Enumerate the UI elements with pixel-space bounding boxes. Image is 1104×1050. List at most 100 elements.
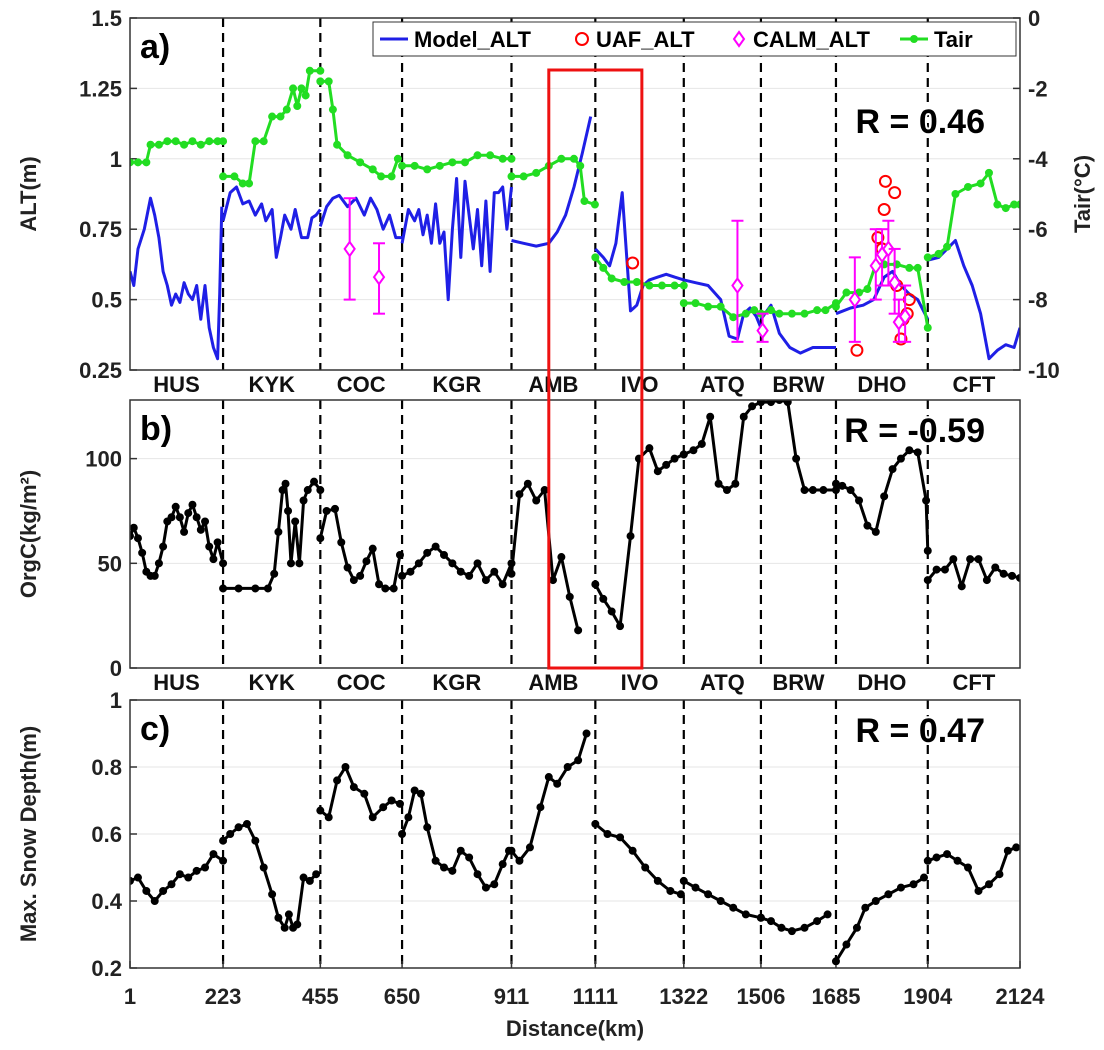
- data-point: [377, 172, 386, 181]
- y-tick-label: 0.4: [91, 889, 122, 914]
- data-point: [368, 165, 377, 174]
- plot-area: [130, 66, 1020, 361]
- calm-alt-marker: [869, 257, 883, 275]
- data-point: [823, 910, 832, 919]
- series-line-orgc: [760, 400, 836, 492]
- data-point: [328, 105, 337, 114]
- data-point: [657, 281, 666, 290]
- data-point: [846, 486, 855, 495]
- legend-swatch: [732, 30, 746, 48]
- data-point: [748, 402, 757, 411]
- data-point: [180, 140, 189, 149]
- site-label: COC: [337, 372, 386, 397]
- data-point: [756, 913, 765, 922]
- data-point: [532, 496, 541, 505]
- site-label: HUS: [153, 372, 199, 397]
- data-point: [739, 412, 748, 421]
- data-point: [281, 479, 290, 488]
- data-point: [729, 313, 738, 322]
- x-tick-label: 223: [205, 984, 242, 1009]
- data-point: [923, 253, 932, 262]
- data-point: [362, 557, 371, 566]
- data-point: [316, 77, 325, 86]
- data-point: [196, 140, 205, 149]
- data-point: [645, 444, 654, 453]
- x-tick-label: 1: [124, 984, 136, 1009]
- site-label: KGR: [432, 372, 481, 397]
- legend: Model_ALT UAF_ALT CALM_ALT Tair: [372, 21, 1017, 57]
- data-point: [278, 486, 287, 495]
- data-point: [557, 154, 566, 163]
- data-point: [800, 923, 809, 932]
- data-point: [714, 479, 723, 488]
- data-point: [515, 490, 524, 499]
- data-point: [150, 897, 159, 905]
- legend-label: Tair: [934, 27, 973, 52]
- data-point: [984, 168, 993, 177]
- data-point: [284, 506, 293, 515]
- data-point: [863, 285, 872, 294]
- data-point: [259, 863, 268, 872]
- data-point: [387, 172, 396, 181]
- legend-label: UAF_ALT: [596, 27, 695, 52]
- data-point: [792, 454, 801, 463]
- series-line-orgc: [223, 480, 322, 590]
- data-point: [349, 576, 358, 585]
- data-point: [922, 496, 931, 505]
- data-point: [974, 555, 983, 564]
- data-point: [934, 249, 943, 258]
- data-point: [226, 830, 235, 838]
- data-point: [976, 179, 985, 188]
- data-point: [599, 594, 608, 603]
- data-point: [316, 806, 325, 815]
- data-point: [163, 137, 172, 146]
- data-point: [964, 863, 973, 872]
- data-point: [368, 544, 377, 553]
- data-point: [775, 309, 784, 318]
- data-point: [423, 548, 432, 557]
- series-line-tair: [320, 79, 400, 178]
- calm-alt-marker: [888, 273, 901, 292]
- data-point: [289, 84, 298, 93]
- data-point: [750, 306, 759, 315]
- series-line-max-snow-depth: [927, 846, 1017, 893]
- data-point: [641, 863, 650, 872]
- data-point: [884, 890, 893, 899]
- data-point: [949, 555, 958, 564]
- data-point: [343, 151, 352, 160]
- site-label: HUS: [153, 670, 199, 695]
- uaf-alt-marker: [871, 231, 885, 245]
- data-point: [591, 580, 600, 589]
- y2-axis-label: Tair(°C): [1070, 155, 1095, 233]
- data-point: [219, 584, 228, 593]
- uaf-alt-marker: [888, 186, 902, 200]
- data-point: [913, 263, 922, 272]
- x-tick-label: 1506: [736, 984, 785, 1009]
- data-point: [316, 66, 325, 75]
- y-tick-label: 0.25: [79, 358, 122, 383]
- data-point: [333, 140, 342, 149]
- x-tick-label: 1904: [903, 984, 953, 1009]
- data-point: [689, 446, 698, 455]
- data-point: [909, 880, 918, 889]
- site-label: KGR: [432, 670, 481, 695]
- data-point: [146, 140, 155, 149]
- data-point: [316, 534, 325, 543]
- y2-tick-label: -8: [1028, 288, 1048, 313]
- data-point: [607, 274, 616, 283]
- data-point: [389, 584, 398, 593]
- data-point: [473, 559, 482, 568]
- data-point: [171, 137, 180, 146]
- series-line-orgc: [510, 482, 580, 631]
- data-point: [653, 467, 662, 476]
- data-point: [316, 486, 325, 495]
- data-point: [404, 813, 413, 822]
- data-point: [852, 923, 861, 932]
- data-point: [154, 559, 163, 568]
- data-point: [133, 534, 142, 543]
- data-point: [966, 555, 975, 564]
- data-point: [398, 830, 407, 838]
- data-point: [130, 532, 134, 541]
- calm-alt-marker: [343, 240, 356, 258]
- data-point: [286, 559, 295, 568]
